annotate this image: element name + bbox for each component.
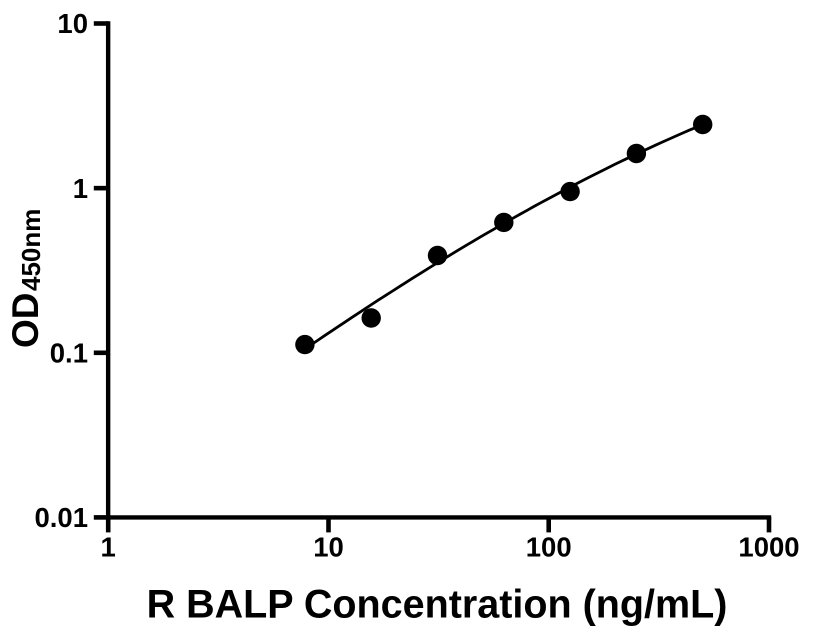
svg-text:100: 100 bbox=[526, 532, 572, 563]
svg-text:10: 10 bbox=[313, 532, 344, 563]
svg-text:OD: OD bbox=[5, 293, 46, 349]
svg-text:0.1: 0.1 bbox=[50, 338, 88, 369]
svg-text:0.01: 0.01 bbox=[34, 502, 88, 533]
svg-text:1: 1 bbox=[101, 532, 116, 563]
svg-text:1: 1 bbox=[73, 173, 88, 204]
svg-text:R BALP Concentration (ng/mL): R BALP Concentration (ng/mL) bbox=[147, 583, 728, 627]
svg-text:10: 10 bbox=[57, 8, 88, 39]
svg-text:1000: 1000 bbox=[738, 532, 799, 563]
svg-text:450nm: 450nm bbox=[16, 209, 46, 291]
